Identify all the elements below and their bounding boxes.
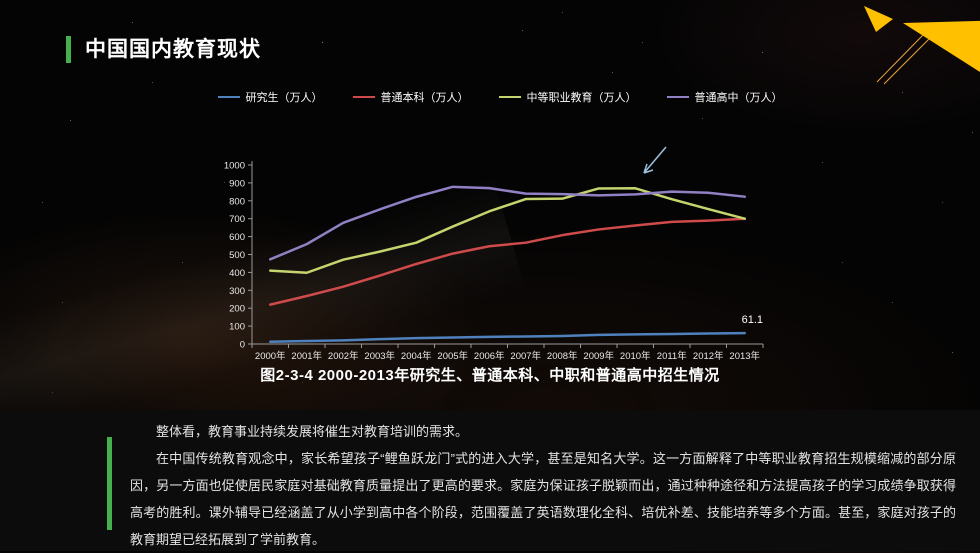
x-tick-label: 2003年 <box>364 350 395 362</box>
y-tick-label: 0 <box>240 340 245 351</box>
x-tick-label: 2011年 <box>657 350 687 362</box>
x-tick-label: 2000年 <box>255 350 286 362</box>
y-tick-label: 300 <box>229 286 245 297</box>
legend-label: 普通高中（万人） <box>694 92 783 104</box>
legend-line-marker <box>666 96 689 98</box>
x-tick-label: 2006年 <box>474 350 505 362</box>
page-title: 中国国内教育现状 <box>85 38 261 61</box>
annotation-arrow-icon <box>643 146 667 174</box>
analysis-panel: 整体看，教育事业持续发展将催生对教育培训的需求。在中国传统教育观念中，家长希望孩… <box>0 410 980 551</box>
body-paragraph: 整体看，教育事业持续发展将催生对教育培训的需求。 <box>156 424 469 439</box>
series-line <box>269 331 746 343</box>
y-tick-label: 500 <box>229 250 245 261</box>
data-point-label: 61.1 <box>742 314 763 326</box>
chart-legend: 研究生（万人） 普通本科（万人） 中等职业教育（万人） 普通高中（万人） <box>215 89 785 105</box>
y-tick-label: 700 <box>229 214 245 225</box>
series-line <box>269 217 746 306</box>
legend-item: 普通高中（万人） <box>666 89 783 105</box>
y-tick-label: 200 <box>229 304 245 315</box>
legend-label: 中等职业教育（万人） <box>526 92 637 104</box>
chart-caption: 图2-3-4 2000-2013年研究生、普通本科、中职和普通高中招生情况 <box>260 367 720 384</box>
x-tick-label: 2008年 <box>547 350 578 362</box>
analysis-text: 整体看，教育事业持续发展将催生对教育培训的需求。在中国传统教育观念中，家长希望孩… <box>130 418 956 553</box>
y-tick-label: 800 <box>229 196 245 207</box>
y-tick-label: 400 <box>229 268 245 279</box>
title-accent-bar <box>66 36 71 63</box>
legend-label: 研究生（万人） <box>245 92 323 104</box>
corner-decoration <box>864 0 980 85</box>
legend-item: 普通本科（万人） <box>352 89 469 105</box>
x-tick-label: 2013年 <box>729 350 760 362</box>
y-tick-label: 1000 <box>224 161 245 172</box>
x-tick-label: 2012年 <box>693 350 724 362</box>
x-tick-label: 2007年 <box>510 350 541 362</box>
legend-line-marker <box>498 96 521 98</box>
body-paragraph: 在中国传统教育观念中，家长希望孩子“鲤鱼跃龙门”式的进入大学，甚至是知名大学。这… <box>130 451 956 547</box>
x-tick-label: 2009年 <box>583 350 614 362</box>
y-tick-label: 900 <box>229 178 245 189</box>
series-line <box>269 185 746 261</box>
x-tick-label: 2005年 <box>437 350 468 362</box>
small-triangle-shape <box>864 6 893 32</box>
legend-item: 中等职业教育（万人） <box>498 89 637 105</box>
y-tick-label: 600 <box>229 232 245 243</box>
y-tick-label: 100 <box>229 322 245 333</box>
legend-line-marker <box>352 96 375 98</box>
diagonal-line-decoration <box>876 34 924 83</box>
x-tick-label: 2004年 <box>401 350 432 362</box>
analysis-accent-bar <box>107 437 112 530</box>
large-triangle-shape <box>903 0 980 72</box>
starfield-background <box>0 0 1 1</box>
x-tick-label: 2001年 <box>291 350 322 362</box>
series-line <box>269 187 746 275</box>
diagonal-line-decoration <box>883 37 931 85</box>
line-chart: 0 100 200 300 400 500 600 700 800 900 1000 2000年 200… <box>215 140 785 375</box>
legend-label: 普通本科（万人） <box>380 92 469 104</box>
legend-line-marker <box>217 96 240 98</box>
legend-item: 研究生（万人） <box>217 89 323 105</box>
x-tick-label: 2002年 <box>328 350 359 362</box>
x-tick-label: 2010年 <box>620 350 651 362</box>
